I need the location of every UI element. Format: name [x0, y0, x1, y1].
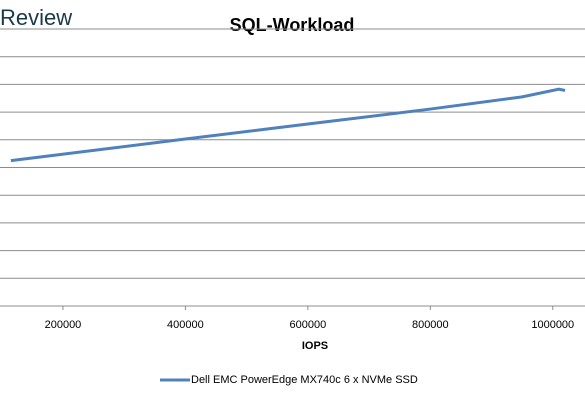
chart-title: SQL-Workload: [230, 15, 355, 35]
legend-label: Dell EMC PowerEdge MX740c 6 x NVMe SSD: [191, 374, 418, 386]
x-tick-label: 800000: [412, 319, 449, 331]
x-tick-label: 1000000: [531, 319, 574, 331]
x-tick-label: 400000: [167, 319, 204, 331]
x-tick-label: 600000: [290, 319, 327, 331]
x-axis-label: IOPS: [302, 340, 328, 352]
brand-logo: Review: [0, 5, 72, 30]
x-tick-label: 200000: [45, 319, 82, 331]
data-line: [10, 87, 566, 163]
